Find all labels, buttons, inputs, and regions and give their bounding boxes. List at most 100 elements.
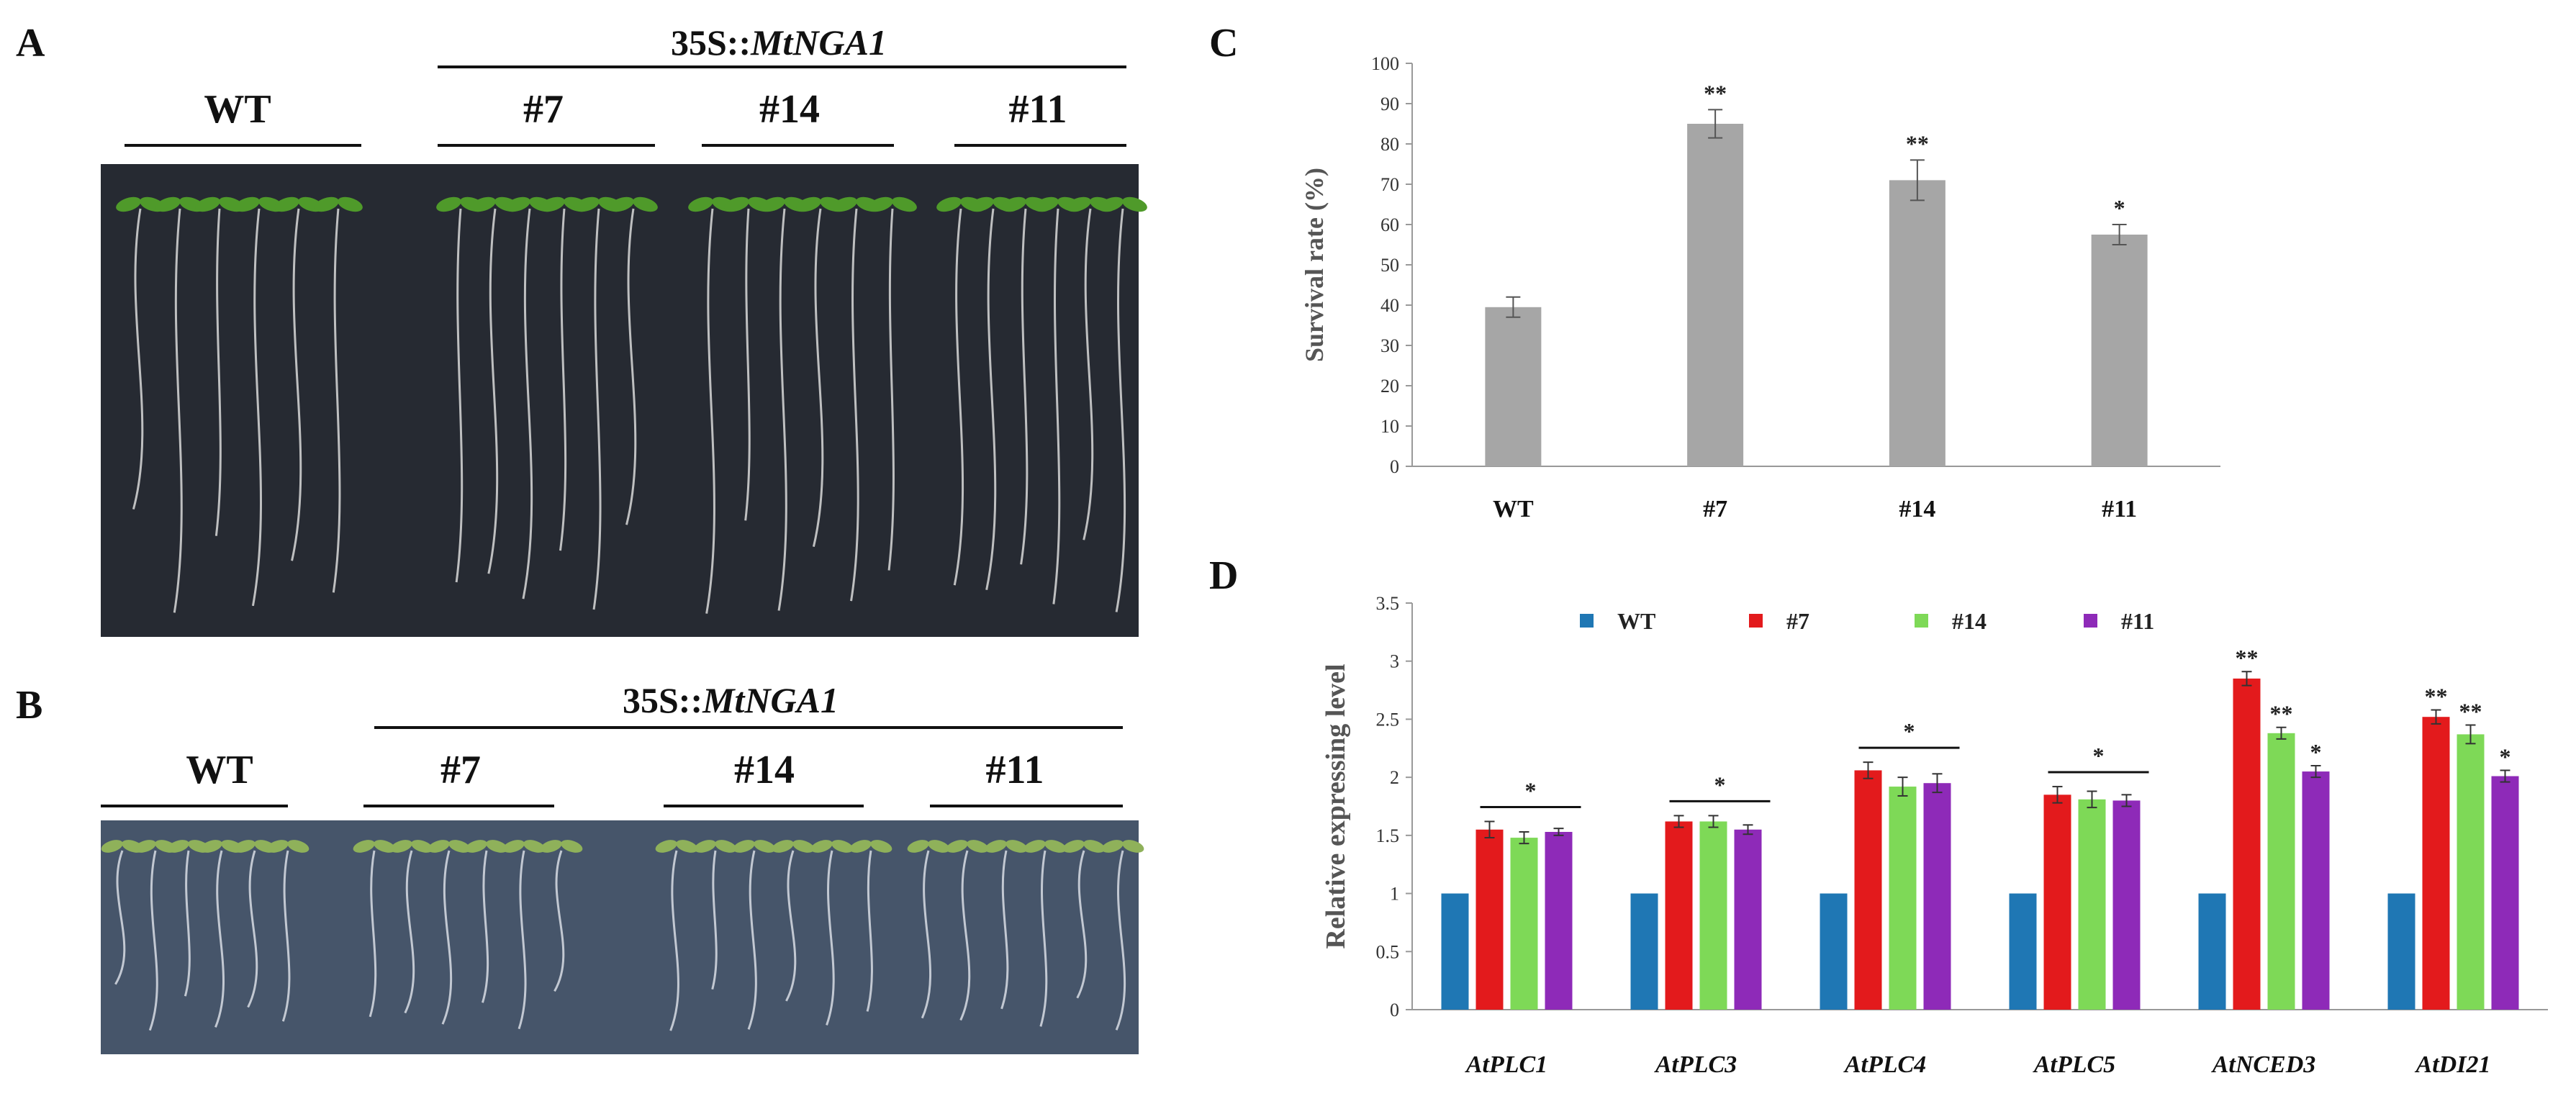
seedling-leaf [655, 840, 677, 853]
seedling-root [404, 850, 415, 1014]
y-tick-label: 100 [1371, 53, 1399, 74]
seedling-leaf [116, 196, 141, 212]
panel-b-label-14: #14 [734, 748, 795, 792]
seedling-leaf [540, 196, 565, 212]
seedling-leaf [1023, 840, 1046, 853]
bar [1475, 829, 1504, 1010]
significance-mark: * [2500, 743, 2511, 769]
seedling-root [985, 208, 997, 591]
seedling-root [1115, 208, 1126, 612]
panel-a-label-wt: WT [204, 87, 271, 132]
panel-b-label-11: #11 [986, 748, 1044, 792]
seedling-leaf [1098, 196, 1124, 212]
seedling-root [281, 850, 291, 1022]
panel-a-header: 35S::MtNGA1 [671, 22, 887, 63]
seedling-root [1115, 850, 1126, 1031]
seedling-leaf [233, 840, 256, 853]
seedling-root [705, 208, 715, 614]
y-tick-label: 30 [1380, 335, 1399, 356]
seedling-root [251, 208, 262, 607]
x-tick-label: #11 [2102, 496, 2137, 522]
group-significance-mark: * [1904, 718, 1915, 744]
seedling-root [522, 208, 533, 599]
y-tick-label: 1 [1390, 884, 1399, 905]
seedling-leaf [928, 840, 950, 853]
legend-label: WT [1617, 608, 1655, 634]
seedling-root [132, 208, 144, 509]
seedling-leaf [1062, 840, 1085, 853]
seedling-leaf [505, 196, 530, 212]
bar [2267, 733, 2295, 1010]
y-tick-label: 90 [1380, 94, 1399, 114]
seedling-leaf [870, 840, 892, 853]
seedling-leaf [390, 840, 412, 853]
bar [2043, 794, 2071, 1010]
seedling-leaf [1044, 840, 1067, 853]
bar [2233, 678, 2261, 1010]
x-tick-label: AtPLC1 [1465, 1051, 1547, 1078]
bar [1889, 787, 1917, 1010]
seedling-leaf [754, 840, 776, 853]
seedling-root [214, 850, 225, 1028]
seedling-leaf [274, 196, 299, 212]
seedling-leaf [523, 840, 546, 853]
y-tick-label: 1.5 [1376, 825, 1400, 846]
seedling-root [1052, 208, 1061, 604]
bar [1545, 832, 1573, 1010]
seedling-leaf [733, 840, 755, 853]
x-tick-label: AtNCED3 [2211, 1051, 2316, 1078]
seedling-leaf [353, 840, 375, 853]
significance-mark: ** [2459, 699, 2482, 725]
significance-mark: ** [1704, 80, 1727, 106]
seedling-root [441, 850, 453, 1025]
seedling-root [625, 208, 637, 525]
y-tick-label: 0 [1390, 456, 1399, 477]
bar [1699, 821, 1727, 1010]
bar [1923, 783, 1951, 1010]
x-tick-label: #14 [1899, 496, 1935, 522]
seedling-root [1000, 850, 1009, 1010]
seedling-root [711, 850, 718, 990]
significance-mark: * [2310, 739, 2322, 765]
seedling-leaf [235, 196, 260, 212]
panel-letter-d: D [1209, 553, 1238, 598]
significance-mark: ** [1906, 130, 1929, 156]
y-tick-label: 70 [1380, 174, 1399, 195]
bar [1854, 770, 1882, 1010]
seedling-root [184, 850, 191, 997]
seedling-root [291, 208, 302, 561]
y-tick-label: 50 [1380, 255, 1399, 276]
y-tick-label: 80 [1380, 134, 1399, 155]
seedling-leaf [1101, 840, 1124, 853]
significance-mark: * [2114, 195, 2125, 221]
y-tick-label: 40 [1380, 295, 1399, 316]
seedling-leaf [772, 840, 794, 853]
seedling-leaf [540, 840, 562, 853]
legend-swatch [1749, 614, 1763, 628]
seedling-root [487, 208, 499, 574]
seedling-root [148, 850, 158, 1031]
bar [2078, 799, 2106, 1010]
seedling-root [887, 208, 895, 571]
seedling-root [812, 208, 824, 548]
bar [1820, 893, 1848, 1010]
seedling-leaf [448, 840, 471, 853]
seedling-leaf [936, 196, 962, 212]
seedling-root [953, 208, 964, 586]
legend-swatch [1915, 614, 1928, 628]
seedling-leaf [985, 840, 1007, 853]
seedling-leaf [338, 196, 363, 212]
significance-mark: ** [2236, 645, 2259, 671]
seedling-leaf [1034, 196, 1059, 212]
seedling-root [747, 850, 757, 1030]
seedling-leaf [969, 196, 994, 212]
panel-b-header: 35S::MtNGA1 [623, 680, 839, 720]
panel-a-label-7: #7 [523, 87, 564, 132]
bar [2091, 235, 2148, 466]
y-tick-label: 3 [1390, 651, 1399, 672]
bar [1665, 821, 1693, 1010]
seedling-root [785, 850, 797, 1002]
seedling-leaf [314, 196, 339, 212]
seedling-root [959, 850, 971, 1021]
seedling-leaf [1122, 196, 1147, 212]
